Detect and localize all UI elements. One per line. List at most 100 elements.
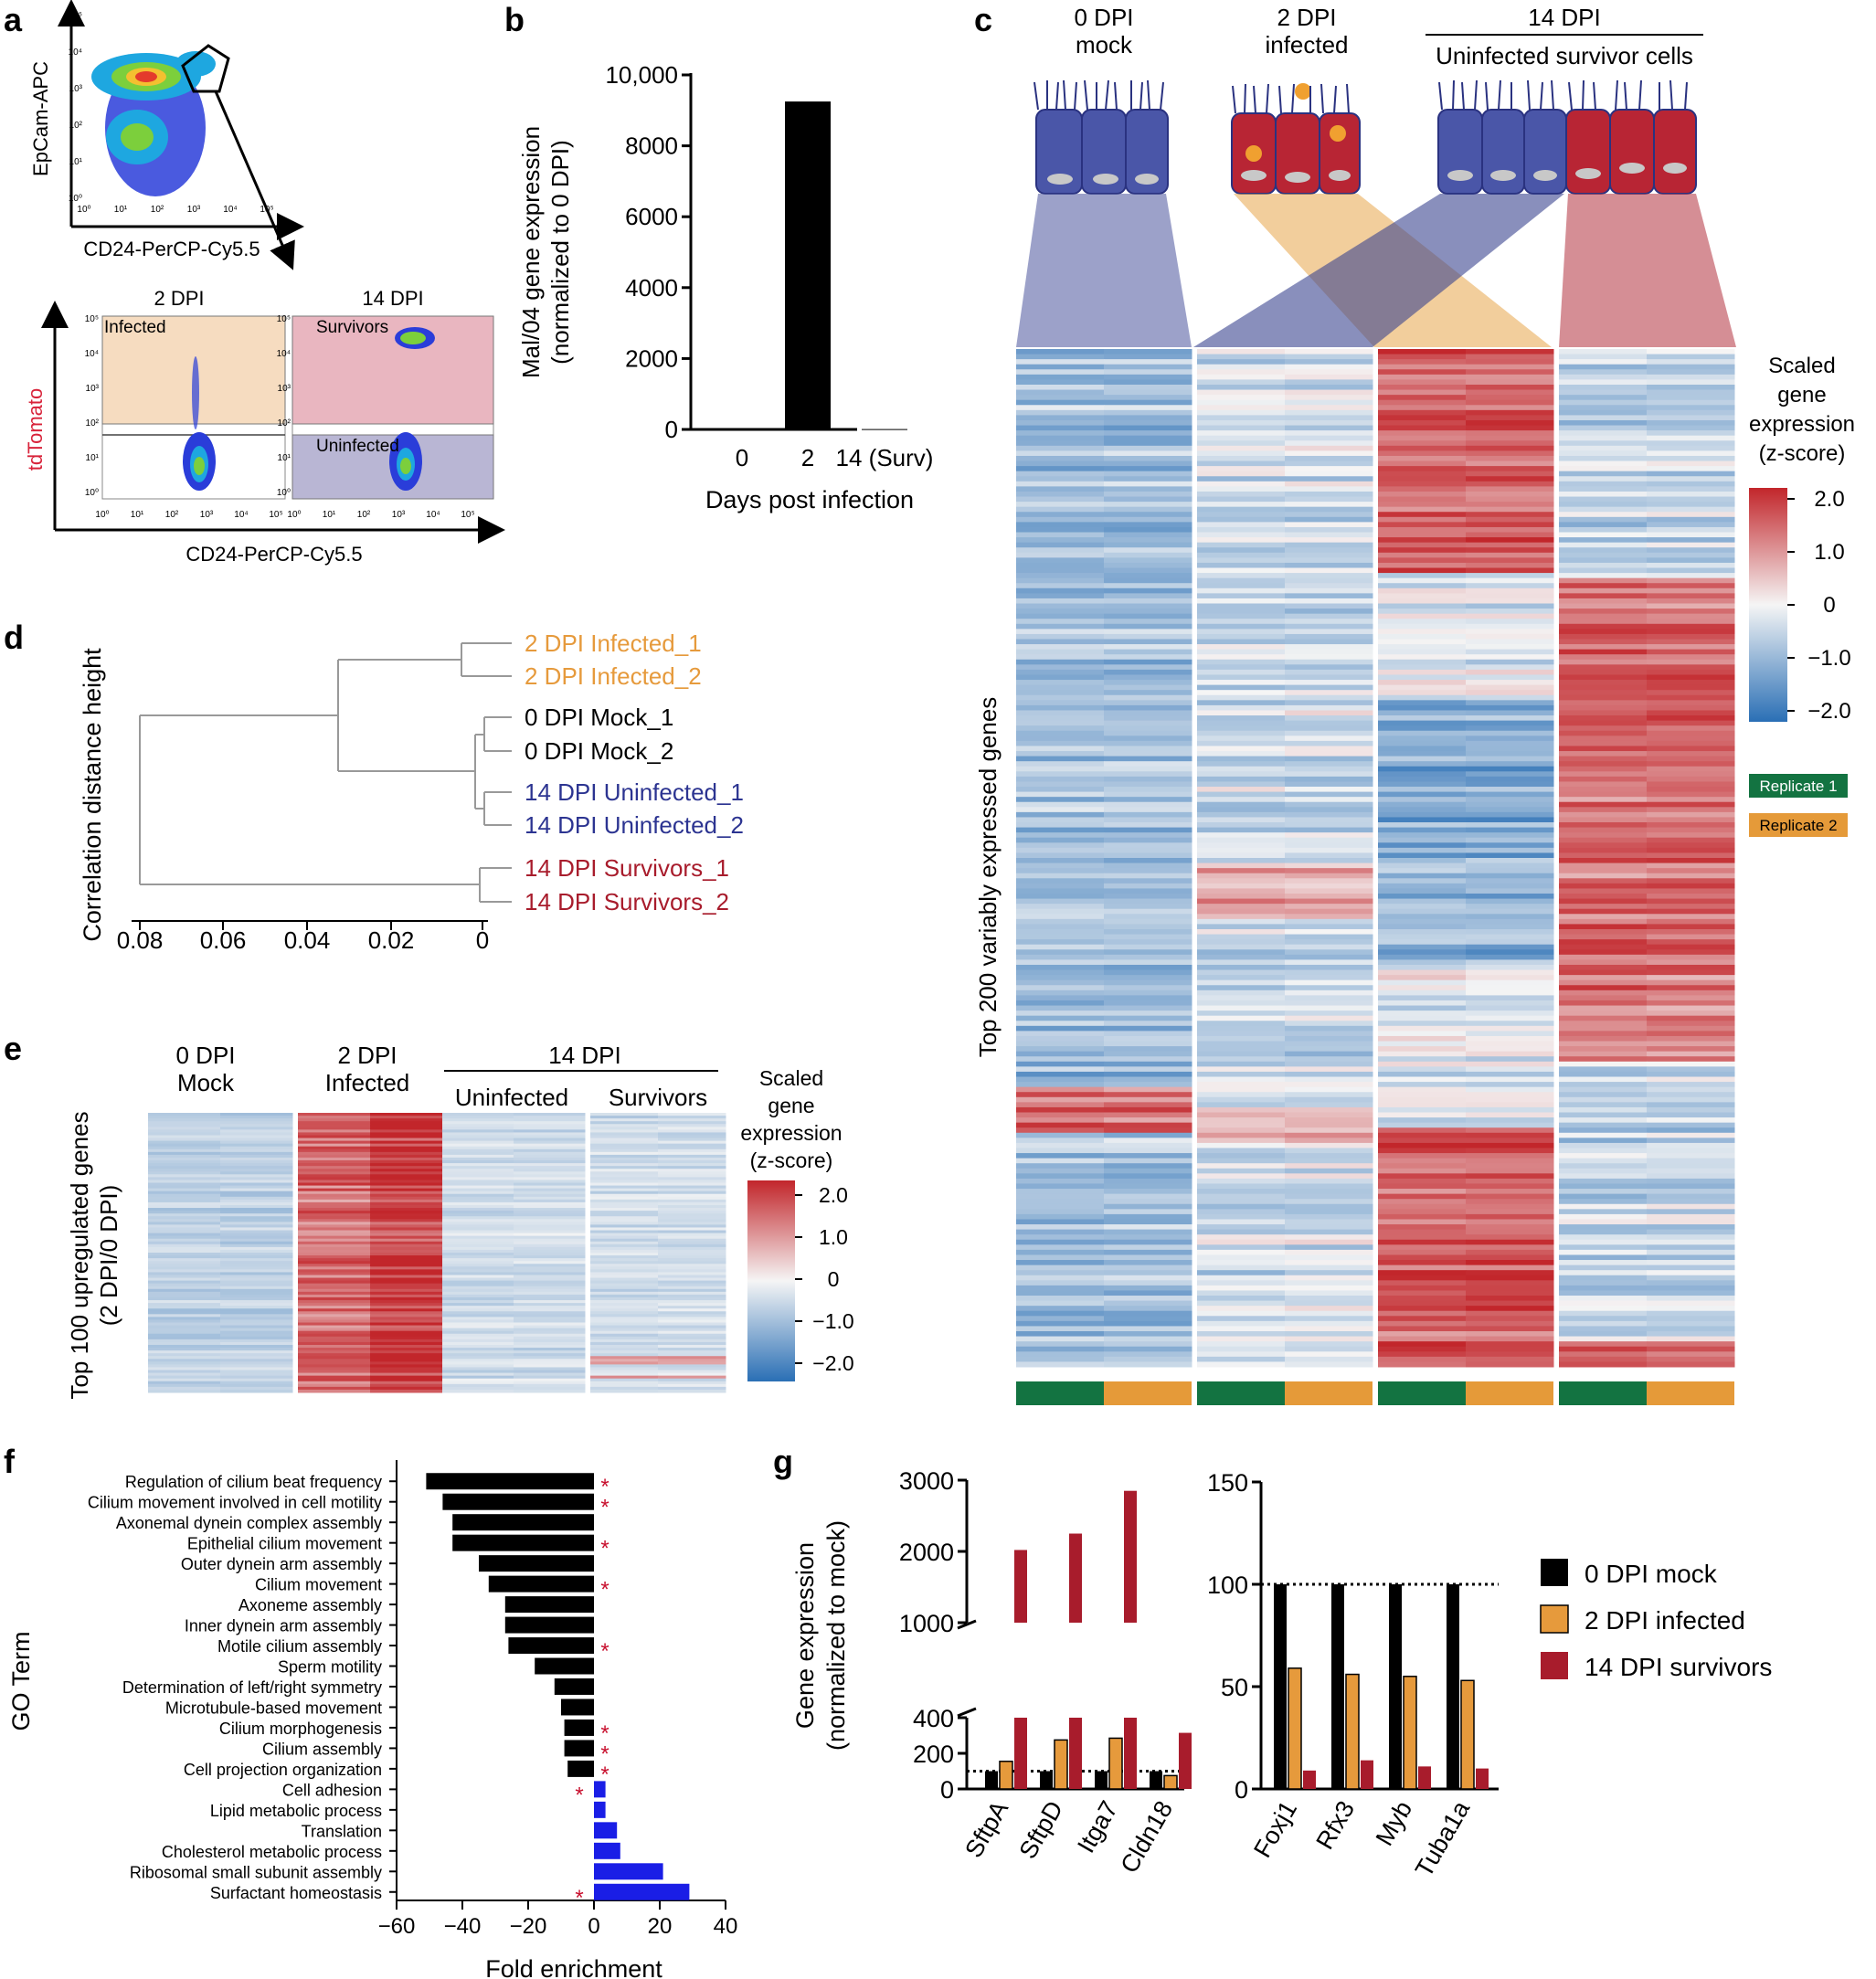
c-heat-cell [1016,598,1105,604]
c-heat-cell [1104,644,1192,651]
c-heat-cell [1559,852,1648,859]
e-heat-cell [370,1381,443,1385]
e-heat-cell [220,1277,293,1282]
e-heat-cell [442,1322,514,1327]
c-heat-cell [1378,852,1467,859]
c-heat-cell [1285,1219,1373,1225]
g-left-bar [1150,1771,1162,1789]
c-heat-cell [1104,1102,1192,1108]
c-heat-cell [1647,751,1735,757]
panel-d-dendrogram: Correlation distance height 0.08 0.06 0.04… [79,630,744,954]
e-heat-cell [590,1138,659,1142]
c-heat-cell [1016,1153,1105,1159]
c-heat-cell [1647,502,1735,508]
c-heat-cell [1285,455,1373,462]
c-heat-cell [1016,1132,1105,1138]
e-heat-cell [514,1204,586,1209]
e-heat-cell [220,1138,293,1142]
c-legend-title: Scaled gene expression (z-score) [1749,354,1855,466]
c-heat-cell [1016,863,1105,869]
e-heat-cell [658,1319,726,1323]
e-heat-cell [442,1127,514,1130]
c-heat-cell [1016,1213,1105,1220]
c-heat-cell [1559,1168,1648,1174]
c-heat-cell [1466,1158,1554,1164]
e-heat-cell [442,1249,514,1254]
e-heat-cell [514,1283,586,1287]
c-heat-cell [1104,904,1192,910]
e-heat-cell [590,1339,659,1343]
c-heat-cell [1104,801,1192,808]
g-right-bar [1331,1584,1344,1789]
e-heat-cell [658,1277,726,1282]
c-heat-cell [1016,690,1105,696]
e-heat-cell [658,1233,726,1237]
e-heat-cell [298,1364,371,1368]
c-heat-cell [1466,1229,1554,1235]
b-y-tick: 0 [665,416,678,443]
e-heat-cell [658,1174,726,1178]
c-heat-cell [1285,476,1373,482]
e-heat-cell [370,1135,443,1139]
c-heat-cell [1559,715,1648,722]
flow-top-y-tick: 10¹ [69,157,83,167]
e-heat-cell [148,1124,221,1127]
c-heat-cell [1016,969,1105,976]
g-right-bar [1447,1584,1459,1789]
c-heat-cell [1647,827,1735,833]
e-heat-cell [514,1303,586,1307]
c-heat-cell [1197,949,1286,956]
c-heat-cell [1647,389,1735,396]
c-heat-cell [1647,1290,1735,1296]
e-heat-cell [148,1143,221,1148]
c-heat-cell [1378,1102,1467,1108]
c-heat-cell [1559,435,1648,441]
c-heat-cell [1285,995,1373,1001]
c-heat-cell [1378,384,1467,391]
c-heat-cell [1285,629,1373,635]
panel-label-c: c [974,1,992,38]
flow-x-tick: 10² [357,510,371,520]
c-heat-cell [1016,1199,1105,1205]
c-heat-cell [1016,1234,1105,1241]
e-heat-cell [514,1381,586,1385]
c-heat-cell [1559,1092,1648,1098]
e-heat-cell [148,1280,221,1285]
c-heat-cell [1197,904,1286,910]
c-heat-cell [1016,1025,1105,1032]
c-heat-cell [1647,1132,1735,1138]
c-heat-cell [1378,486,1467,492]
c-heat-cell [1104,908,1192,915]
c-heat-cell [1647,787,1735,793]
c-legend-tick: 2.0 [1814,487,1844,512]
c-heat-cell [1285,364,1373,370]
e-heat-cell [220,1163,293,1167]
e-heat-cell [658,1272,726,1275]
c-heat-cell [1466,609,1554,615]
c-heat-cell [1285,619,1373,625]
c-heat-cell [1104,756,1192,762]
e-heat-cell [658,1339,726,1343]
c-heat-cell [1378,1086,1467,1093]
e-heat-cell [220,1341,293,1346]
c-heat-cell [1016,964,1105,971]
c-heat-cell [1559,547,1648,554]
e-heat-cell [442,1330,514,1335]
c-heat-cell [1647,771,1735,778]
c-heat-cell [1559,1056,1648,1063]
e-heat-cell [298,1306,371,1309]
c-heat-cell [1197,720,1286,726]
e-heat-cell [370,1303,443,1307]
flow-top-y-tick: 10³ [69,84,83,94]
c-heat-cell [1378,847,1467,853]
c-heat-cell [1466,858,1554,864]
c-heat-cell [1466,1285,1554,1291]
e-heat-cell [590,1148,659,1153]
e-heat-cell [514,1348,586,1351]
e-heat-cell [370,1193,443,1198]
c-heat-cell [1647,1015,1735,1021]
f-category-label: Cell adhesion [282,1781,382,1799]
e-heat-cell [514,1328,586,1332]
f-bar [452,1514,594,1531]
c-heat-cell [1104,1310,1192,1317]
